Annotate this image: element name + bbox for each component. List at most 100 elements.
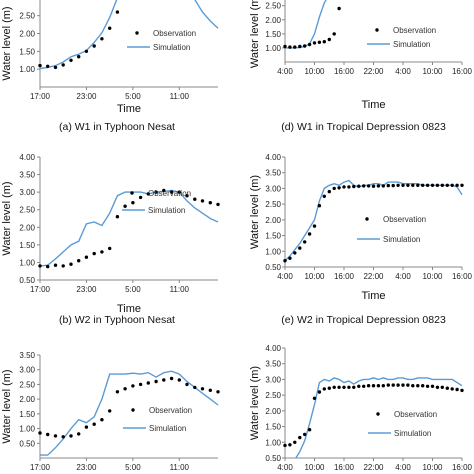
x-tick-label: 11:00: [170, 463, 190, 472]
observation-point: [347, 385, 351, 389]
observation-point: [146, 192, 150, 196]
observation-point: [303, 44, 307, 48]
observation-point: [84, 425, 89, 429]
observation-point: [337, 6, 341, 11]
observation-point: [396, 383, 400, 387]
chart-panel-d: 1.00 1.50 2.00 2.50 4:00 10:00 16:00 22:00 4:00 1…: [249, 0, 473, 133]
observation-point: [61, 264, 65, 268]
y-tick-label: 3.00: [265, 375, 281, 384]
observation-point: [38, 264, 42, 268]
legend-simulation-label: Simulation: [394, 429, 431, 438]
x-axis-title: Time: [361, 290, 385, 302]
observation-point: [416, 384, 420, 388]
observation-point: [303, 240, 307, 244]
observation-point: [84, 255, 89, 259]
observation-point: [61, 63, 65, 67]
observation-point: [366, 184, 371, 188]
x-tick-label: 23:00: [76, 285, 97, 294]
x-tick-label: 5:00: [125, 285, 141, 294]
legend-observation-marker: [375, 28, 379, 32]
observation-point: [312, 224, 317, 228]
observation-point: [92, 422, 96, 426]
observation-point: [293, 45, 297, 49]
legend-observation-marker: [376, 412, 380, 416]
observation-point: [376, 184, 381, 188]
y-tick-label: 3.50: [265, 360, 281, 369]
y-tick-label: 3.50: [19, 351, 35, 360]
legend-observation-marker: [365, 217, 369, 221]
observation-point: [396, 183, 400, 187]
observation-point: [460, 388, 464, 393]
y-tick-label: 1.50: [265, 232, 281, 241]
y-tick-label: 2.50: [265, 2, 281, 11]
x-tick-label: 11:00: [170, 285, 190, 294]
observation-point: [440, 385, 444, 389]
observation-point: [123, 204, 127, 208]
observation-point: [162, 188, 166, 193]
y-tick-label: 1.00: [19, 258, 35, 267]
chart-panel-b: 0.50 1.00 1.50 2.00 2.50 3.00 3.50 4.00 17:00 23:…: [1, 153, 220, 326]
observation-point: [100, 418, 104, 422]
observation-point: [391, 383, 395, 387]
panel-caption: (d) W1 in Tropical Depression 0823: [281, 121, 446, 133]
x-tick-label: 10:00: [304, 463, 325, 472]
observation-point: [450, 387, 454, 391]
chart-panel-a: 1.00 1.50 2.00 2.50 17:00 23:00 5:00 11:00 Water…: [1, 0, 219, 133]
observation-point: [307, 428, 312, 432]
observation-point: [312, 41, 317, 45]
x-axis-title: Time: [361, 99, 385, 111]
legend-observation-label: Observation: [393, 26, 436, 35]
observation-point: [430, 183, 435, 187]
legend-observation-label: Observation: [149, 406, 192, 415]
y-tick-label: 1.50: [19, 410, 35, 419]
y-tick-label: 2.00: [265, 407, 281, 416]
observation-point: [425, 384, 430, 388]
y-tick-label: 3.00: [19, 188, 35, 197]
observation-point: [401, 183, 405, 187]
y-tick-label: 2.50: [265, 200, 281, 209]
observation-point: [200, 387, 205, 391]
x-tick-label: 4:00: [277, 67, 293, 76]
observation-point: [317, 390, 322, 394]
observation-point: [92, 251, 96, 256]
observation-point: [342, 185, 346, 189]
observation-point: [332, 385, 336, 389]
y-tick-label: 3.00: [19, 366, 35, 375]
observation-point: [322, 40, 326, 44]
observation-point: [53, 65, 58, 70]
observation-point: [317, 204, 322, 208]
y-axis-title: Water level (m): [1, 6, 13, 80]
observation-point: [298, 44, 302, 49]
observation-point: [381, 184, 385, 188]
observation-point: [337, 186, 341, 190]
x-tick-label: 4:00: [277, 272, 293, 281]
observation-point: [288, 45, 292, 49]
y-tick-label: 2.50: [265, 391, 281, 400]
x-tick-label: 16:00: [452, 67, 473, 76]
y-tick-label: 2.00: [19, 395, 35, 404]
y-tick-label: 2.00: [19, 30, 35, 39]
x-tick-label: 11:00: [170, 92, 190, 101]
observation-point: [342, 385, 346, 389]
y-tick-label: 2.00: [265, 16, 281, 25]
x-tick-label: 10:00: [304, 67, 325, 76]
simulation-series-line: [40, 370, 219, 456]
observation-point: [146, 381, 150, 385]
observation-point: [169, 190, 174, 194]
observation-point: [401, 383, 405, 387]
x-tick-label: 5:00: [125, 463, 141, 472]
observation-point: [185, 194, 189, 198]
x-tick-label: 22:00: [363, 67, 384, 76]
y-tick-label: 1.00: [265, 438, 281, 447]
observation-point: [100, 37, 104, 41]
observation-point: [200, 199, 205, 203]
observation-point: [208, 388, 212, 392]
observation-point: [347, 185, 351, 189]
y-tick-label: 1.00: [19, 65, 35, 74]
chart-panel-e: 0.50 1.00 1.50 2.00 2.50 3.00 3.50 4.00 4:00 10:0…: [249, 153, 473, 326]
y-tick-label: 2.00: [19, 223, 35, 232]
observation-point: [386, 383, 390, 387]
observation-point: [381, 384, 385, 388]
observation-point: [411, 183, 415, 187]
